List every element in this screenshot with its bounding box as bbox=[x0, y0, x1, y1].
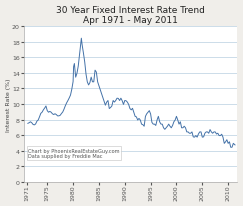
Title: 30 Year Fixed Interest Rate Trend
Apr 1971 - May 2011: 30 Year Fixed Interest Rate Trend Apr 19… bbox=[56, 6, 205, 25]
Text: Chart by PhoenixRealEstateGuy.com
Data supplied by Freddie Mac: Chart by PhoenixRealEstateGuy.com Data s… bbox=[28, 148, 120, 159]
Y-axis label: Interest Rate (%): Interest Rate (%) bbox=[6, 78, 10, 131]
